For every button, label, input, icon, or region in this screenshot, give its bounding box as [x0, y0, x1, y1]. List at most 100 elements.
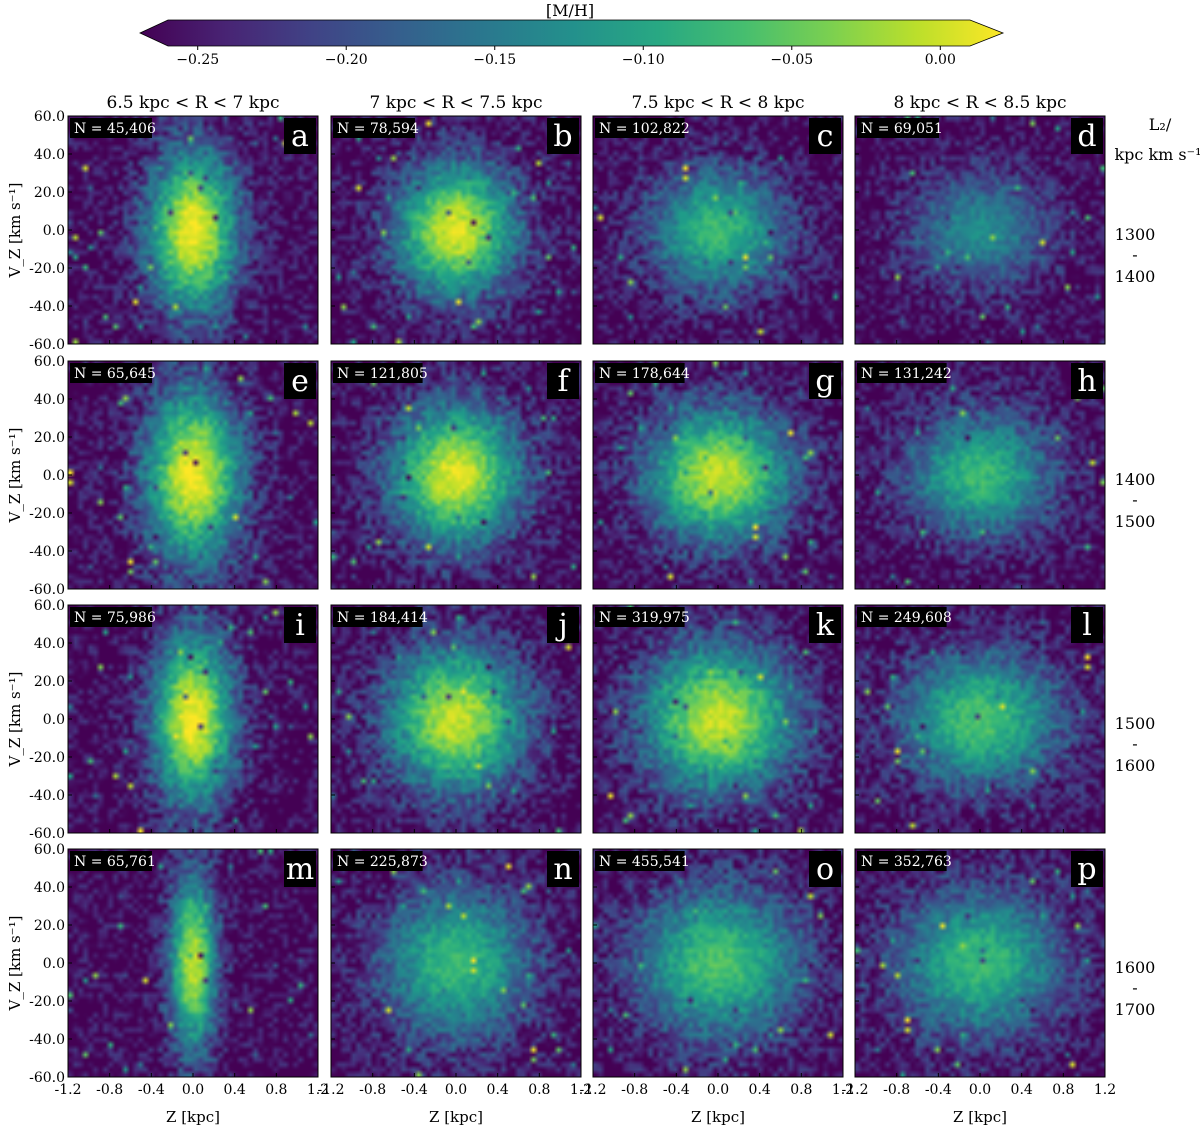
panel-l: N = 249,608 l [854, 604, 1106, 834]
panel-letter: a [291, 119, 309, 154]
y-tick-label: 20.0 [34, 918, 65, 934]
colorbar-tick-label: −0.10 [622, 52, 665, 68]
panel-o: N = 455,541 o -1.2 -0.8 -0.4 0.0 0.4 0.8 1.2 [580, 848, 854, 1098]
n-count-label: N = 75,986 [74, 610, 156, 626]
colorbar-ticks: −0.25 −0.20 −0.15 −0.10 −0.05 0.00 [176, 46, 956, 68]
y-axis-label: V_Z [km s⁻¹] [6, 672, 24, 768]
y-tick-label: -20.0 [29, 506, 65, 522]
panel-letter: p [1077, 852, 1096, 887]
x-tick-label: 0.8 [1052, 1082, 1074, 1098]
heatmap-k [593, 605, 843, 833]
lz-header-line1: L₂/ [1149, 115, 1172, 134]
n-label-box [70, 118, 152, 138]
n-label-box [70, 363, 152, 383]
x-tick-label: -0.8 [621, 1082, 648, 1098]
x-tick-label: 1.2 [1094, 1082, 1116, 1098]
y-tick-label: -60.0 [29, 826, 65, 842]
heatmap-l [855, 605, 1105, 833]
heatmap-g [593, 361, 843, 589]
y-tick-label: 0.0 [43, 712, 65, 728]
n-count-label: N = 131,242 [861, 366, 952, 382]
panel-letter-box [284, 118, 316, 154]
n-count-label: N = 455,541 [599, 854, 690, 870]
lz-bin-bottom: 1400 [1115, 267, 1156, 286]
n-label-box [857, 851, 947, 871]
colorbar-tick-label: −0.25 [176, 52, 219, 68]
panel-letter: i [295, 608, 305, 643]
panel-letter-box [547, 363, 579, 399]
panel-letter: k [816, 608, 835, 643]
x-tick-label: -1.2 [55, 1082, 82, 1098]
panel-letter: c [817, 119, 834, 154]
lz-bin-top: 1400 [1115, 470, 1156, 489]
panel-i: N = 75,986 i 60.0 40.0 20.0 0.0 -20.0 -40.0 -60.… [29, 598, 319, 842]
y-tick-label: 40.0 [34, 392, 65, 408]
heatmap-o [593, 849, 843, 1077]
column-title-2: 7 kpc < R < 7.5 kpc [370, 93, 543, 113]
panel-letter-box [809, 851, 841, 887]
n-count-label: N = 319,975 [599, 610, 690, 626]
heatmap-j [331, 605, 581, 833]
panel-letter-box [809, 363, 841, 399]
panel-letter-box [547, 607, 579, 643]
x-tick-label: -0.8 [883, 1082, 910, 1098]
n-label-box [595, 607, 685, 627]
x-tick-label: -0.8 [359, 1082, 386, 1098]
x-tick-label: -1.2 [842, 1082, 869, 1098]
y-tick-label: -40.0 [29, 788, 65, 804]
lz-bin-top: 1300 [1115, 225, 1156, 244]
y-tick-label: 0.0 [43, 223, 65, 239]
n-count-label: N = 65,645 [74, 366, 156, 382]
axes-labels: V_Z [km s⁻¹] V_Z [km s⁻¹] V_Z [km s⁻¹] V_Z … [6, 183, 1007, 1126]
x-axis-label: Z [kpc] [166, 1108, 220, 1126]
heatmap-n [331, 849, 581, 1077]
x-tick-label: 0.4 [224, 1082, 246, 1098]
y-tick-label: 20.0 [34, 185, 65, 201]
n-count-label: N = 78,594 [337, 121, 419, 137]
y-tick-label: -60.0 [29, 582, 65, 598]
lz-bin-bottom: 1600 [1115, 756, 1156, 775]
y-axis-label: V_Z [km s⁻¹] [6, 916, 24, 1012]
lz-bin-dash: - [1132, 245, 1137, 264]
y-tick-label: -20.0 [29, 750, 65, 766]
panel-f: N = 121,805 f [330, 360, 582, 590]
panel-letter: n [553, 852, 572, 887]
x-axis-label: Z [kpc] [691, 1108, 745, 1126]
n-label-box [857, 607, 947, 627]
heatmap-c [593, 116, 843, 344]
column-titles: 6.5 kpc < R < 7 kpc 7 kpc < R < 7.5 kpc 7.… [107, 93, 1067, 113]
lz-bin-bottom: 1500 [1115, 512, 1156, 531]
lz-bin-dash: - [1132, 978, 1137, 997]
panel-b: N = 78,594 b [330, 115, 582, 345]
panel-h: N = 131,242 h [854, 360, 1106, 590]
panel-k: N = 319,975 k [592, 604, 844, 834]
panel-letter-box [1071, 607, 1103, 643]
heatmap-a [68, 116, 318, 344]
y-axis-label: V_Z [km s⁻¹] [6, 428, 24, 524]
panel-letter-box [547, 118, 579, 154]
x-tick-label: 1.2 [307, 1082, 329, 1098]
y-tick-label: -60.0 [29, 1070, 65, 1086]
n-count-label: N = 352,763 [861, 854, 952, 870]
x-tick-label: 0.4 [1011, 1082, 1033, 1098]
colorbar-bar [139, 19, 1005, 47]
panel-letter: o [816, 852, 834, 887]
colorbar: [M/H] −0.25 −0.20 −0.15 −0.10 −0.05 0.00 [139, 1, 1005, 68]
y-tick-label: 20.0 [34, 674, 65, 690]
y-tick-label: -60.0 [29, 337, 65, 353]
n-label-box [857, 363, 947, 383]
y-tick-label: 0.0 [43, 956, 65, 972]
x-tick-label: -0.4 [925, 1082, 952, 1098]
panel-letter-box [1071, 363, 1103, 399]
panel-d: N = 69,051 d [854, 115, 1106, 345]
lz-bin-top: 1500 [1115, 714, 1156, 733]
y-axis-label: V_Z [km s⁻¹] [6, 183, 24, 279]
colorbar-tick-label: −0.20 [325, 52, 368, 68]
lz-bin-dash: - [1132, 734, 1137, 753]
x-tick-label: 0.8 [265, 1082, 287, 1098]
x-tick-label: 1.2 [832, 1082, 854, 1098]
n-label-box [70, 607, 152, 627]
y-tick-label: -40.0 [29, 544, 65, 560]
